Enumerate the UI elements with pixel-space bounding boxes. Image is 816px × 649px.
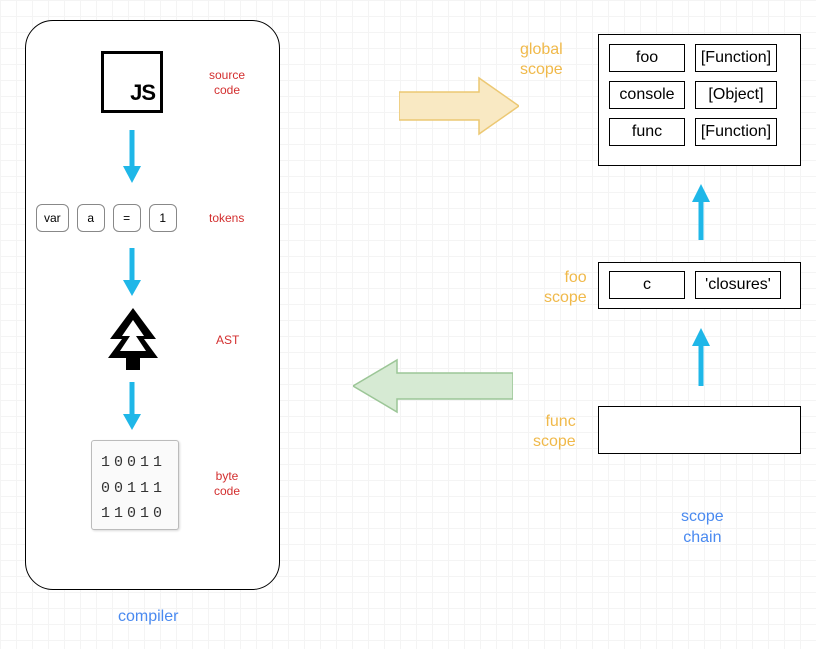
func-scope-box xyxy=(598,406,801,454)
scope-value: 'closures' xyxy=(695,271,781,299)
bytecode-label: bytecode xyxy=(214,469,240,499)
table-row: c 'closures' xyxy=(609,271,790,299)
foo-scope-box: c 'closures' xyxy=(598,262,801,309)
global-scope-box: foo [Function] console [Object] func [Fu… xyxy=(598,34,801,166)
global-scope-label: globalscope xyxy=(520,40,563,80)
func-scope-label: funcscope xyxy=(533,412,576,452)
scope-key: foo xyxy=(609,44,685,72)
js-icon-label: JS xyxy=(130,80,155,106)
scope-chain-title: scopechain xyxy=(681,507,724,549)
bytecode-line: 00111 xyxy=(101,476,172,502)
js-source-icon: JS xyxy=(101,51,163,113)
tokens-row: var a = 1 xyxy=(36,204,177,232)
ast-label: AST xyxy=(216,333,239,348)
ast-tree-icon xyxy=(102,306,164,372)
table-row: console [Object] xyxy=(609,81,790,109)
arrow-down-icon xyxy=(121,246,143,296)
source-code-label: sourcecode xyxy=(209,68,245,98)
foo-scope-label: fooscope xyxy=(544,268,587,308)
token: = xyxy=(113,204,141,232)
arrow-down-icon xyxy=(121,380,143,430)
arrow-down-icon xyxy=(121,128,143,183)
scope-value: [Object] xyxy=(695,81,777,109)
scope-value: [Function] xyxy=(695,118,777,146)
scope-value: [Function] xyxy=(695,44,777,72)
arrow-up-icon xyxy=(690,182,712,242)
scope-key: c xyxy=(609,271,685,299)
table-row: func [Function] xyxy=(609,118,790,146)
scope-key: func xyxy=(609,118,685,146)
big-arrow-left-icon xyxy=(353,358,513,414)
big-arrow-right-icon xyxy=(399,76,519,136)
compiler-title: compiler xyxy=(118,608,178,626)
bytecode-line: 11010 xyxy=(101,501,172,527)
bytecode-line: 10011 xyxy=(101,450,172,476)
table-row: foo [Function] xyxy=(609,44,790,72)
token: 1 xyxy=(149,204,177,232)
compiler-panel: JS sourcecode var a = 1 tokens AST 10011… xyxy=(25,20,280,590)
token: a xyxy=(77,204,105,232)
token: var xyxy=(36,204,69,232)
tokens-label: tokens xyxy=(209,211,244,226)
arrow-up-icon xyxy=(690,326,712,388)
bytecode-box: 10011 00111 11010 xyxy=(91,440,179,530)
scope-key: console xyxy=(609,81,685,109)
